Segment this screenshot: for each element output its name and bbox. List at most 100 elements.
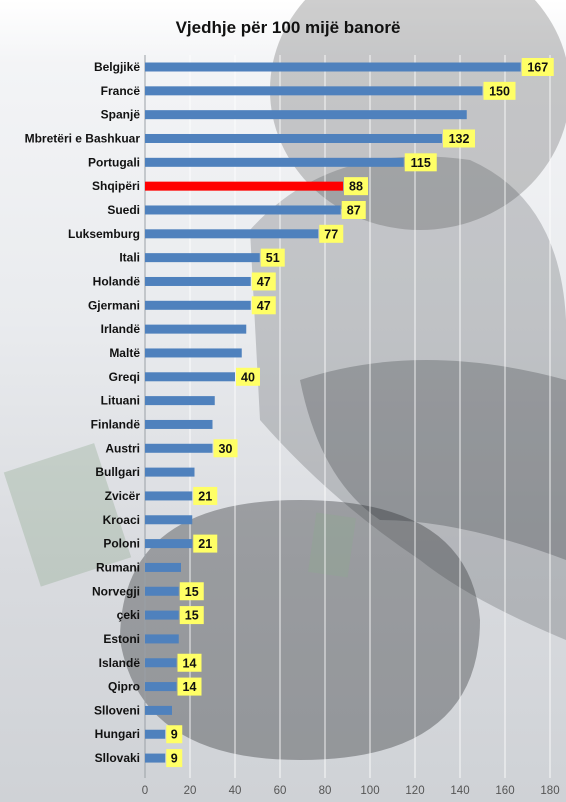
data-label: 88 xyxy=(349,180,363,194)
category-label: Slloveni xyxy=(94,703,140,717)
category-label: Francë xyxy=(101,84,141,98)
category-label: Sllovaki xyxy=(95,751,140,765)
x-tick-label: 60 xyxy=(274,785,287,797)
background-banknote-left xyxy=(3,443,132,587)
bar-itali xyxy=(145,253,260,263)
data-label-box xyxy=(443,129,475,148)
bar-france xyxy=(145,86,483,96)
data-label: 21 xyxy=(198,489,212,503)
x-tick-label: 0 xyxy=(142,785,148,797)
data-label: 132 xyxy=(449,132,470,146)
background-banknote-center xyxy=(308,512,356,578)
bar-gjermani xyxy=(145,300,251,310)
data-label-box xyxy=(236,367,260,386)
bars xyxy=(145,62,521,763)
category-label: Austri xyxy=(105,441,140,455)
bar-estoni xyxy=(145,634,179,644)
data-label: 9 xyxy=(171,752,178,766)
data-label-box xyxy=(251,272,276,291)
data-label: 167 xyxy=(527,61,548,75)
category-label: Finlandë xyxy=(91,417,141,431)
data-label: 15 xyxy=(185,609,199,623)
bar-rumani xyxy=(145,562,181,572)
category-label: Mbretëri e Bashkuar xyxy=(25,131,141,145)
background-bag xyxy=(120,500,480,760)
bar-portugali xyxy=(145,157,404,167)
data-label-box xyxy=(341,200,366,219)
x-tick-label: 40 xyxy=(229,785,242,797)
data-label-box xyxy=(166,725,183,744)
bar-bullgari xyxy=(145,467,195,477)
data-label: 9 xyxy=(171,728,178,742)
category-label: Spanjë xyxy=(101,108,141,122)
category-label: Greqi xyxy=(109,370,140,384)
bar-suedi xyxy=(145,205,341,215)
category-label: Gjermani xyxy=(88,298,140,312)
x-tick-label: 100 xyxy=(360,785,379,797)
data-label: 40 xyxy=(241,370,255,384)
data-labels: 167 150 132 115 88 87 77 51 47 47 40 30 21 21 15 15 14 14… xyxy=(166,58,554,768)
data-label-box xyxy=(177,653,202,672)
bar-ceki xyxy=(145,610,179,620)
data-label-box xyxy=(193,486,218,505)
category-label: Irlandë xyxy=(101,322,141,336)
data-label-box xyxy=(177,677,202,696)
bar-norvegji xyxy=(145,586,179,596)
data-label-box xyxy=(179,582,204,601)
category-label: Qipro xyxy=(108,680,140,694)
bar-sllovaki xyxy=(145,753,166,763)
bar-spanje xyxy=(145,110,467,120)
data-label-box xyxy=(344,177,368,196)
data-label-box xyxy=(166,749,183,768)
data-label-box xyxy=(251,296,276,315)
category-label: Estoni xyxy=(103,632,140,646)
x-axis-ticks: 0 20 40 60 80 100 120 140 160 180 xyxy=(142,785,560,797)
bar-finlande xyxy=(145,419,213,429)
category-label: Portugali xyxy=(88,155,140,169)
data-label: 47 xyxy=(257,299,271,313)
category-label: Rumani xyxy=(96,560,140,574)
background-figure-body xyxy=(250,156,566,640)
category-label: Norvegji xyxy=(92,584,140,598)
bar-shqiperi xyxy=(145,181,343,191)
category-label: çeki xyxy=(117,608,140,622)
data-label: 77 xyxy=(324,227,338,241)
bar-holande xyxy=(145,276,251,286)
category-label: Bullgari xyxy=(95,465,140,479)
data-label: 14 xyxy=(183,680,197,694)
data-label-box xyxy=(483,81,516,100)
x-tick-label: 180 xyxy=(540,785,559,797)
category-label: Holandë xyxy=(93,274,141,288)
data-label-box xyxy=(404,153,437,172)
category-label: Zvicër xyxy=(105,489,141,503)
data-label: 115 xyxy=(411,156,431,170)
bar-poloni xyxy=(145,539,193,549)
bar-austri xyxy=(145,443,213,453)
bar-lituani xyxy=(145,396,215,406)
data-label: 15 xyxy=(185,585,199,599)
data-label: 150 xyxy=(489,84,510,98)
category-label: Itali xyxy=(119,251,140,265)
x-tick-label: 20 xyxy=(184,785,197,797)
chart-title: Vjedhje për 100 mijë banorë xyxy=(176,18,401,37)
bar-hungari xyxy=(145,729,166,739)
bar-qipro xyxy=(145,682,177,692)
x-tick-label: 80 xyxy=(319,785,332,797)
category-label: Hungari xyxy=(95,727,140,741)
bar-greqi xyxy=(145,372,235,382)
bar-malte xyxy=(145,348,242,358)
background-figure-arm xyxy=(300,360,566,560)
data-label-box xyxy=(193,534,218,553)
data-label-box xyxy=(179,606,204,625)
bar-zvicer xyxy=(145,491,193,501)
data-label: 51 xyxy=(266,251,280,265)
data-label-box xyxy=(319,224,344,243)
data-label-box xyxy=(213,439,238,458)
data-label: 47 xyxy=(257,275,271,289)
bar-belgjike xyxy=(145,62,521,72)
category-label: Suedi xyxy=(107,203,140,217)
data-label-box xyxy=(521,58,554,76)
